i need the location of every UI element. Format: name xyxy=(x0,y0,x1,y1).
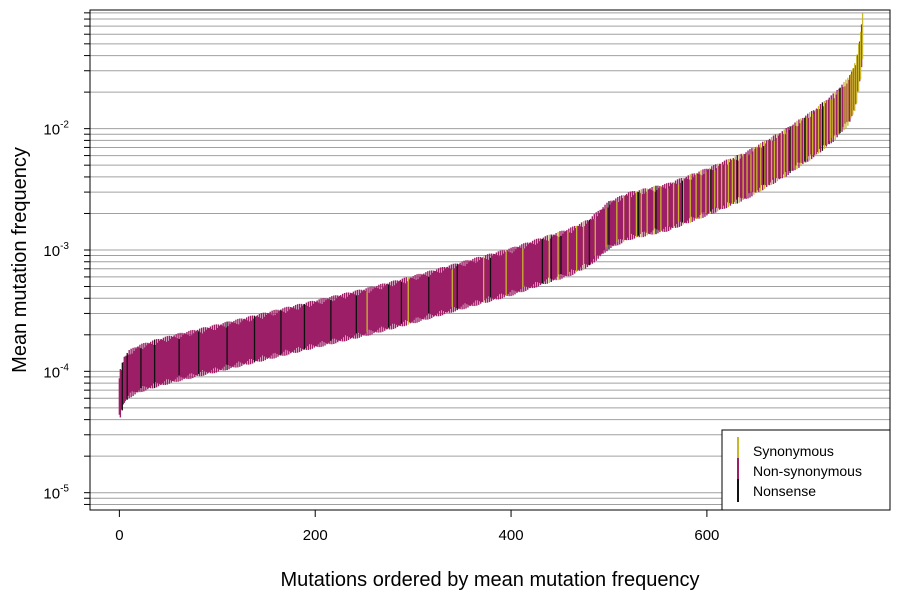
legend-box xyxy=(721,429,891,511)
y-axis-label: Mean mutation frequency xyxy=(9,147,31,373)
x-tick-label: 400 xyxy=(499,527,524,544)
legend-label-synonymous: Synonymous xyxy=(753,443,834,459)
legend: Synonymous Non-synonymous Nonsense xyxy=(721,429,891,511)
x-axis: 0 200 400 600 xyxy=(115,510,719,544)
x-tick-label: 0 xyxy=(115,527,123,544)
x-axis-label: Mutations ordered by mean mutation frequ… xyxy=(280,569,699,591)
y-tick-label: 10-3 xyxy=(43,241,69,260)
x-tick-label: 200 xyxy=(303,527,328,544)
y-tick-label: 10-4 xyxy=(43,362,69,381)
mutation-bars xyxy=(118,12,864,418)
x-tick-label: 600 xyxy=(694,527,719,544)
plot-frame xyxy=(89,9,891,511)
legend-label-non-synonymous: Non-synonymous xyxy=(753,463,862,479)
y-axis: 10-5 10-4 10-3 10-2 xyxy=(43,12,90,505)
y-tick-label: 10-5 xyxy=(43,484,69,503)
legend-label-nonsense: Nonsense xyxy=(753,483,816,499)
y-tick-label: 10-2 xyxy=(43,120,69,139)
